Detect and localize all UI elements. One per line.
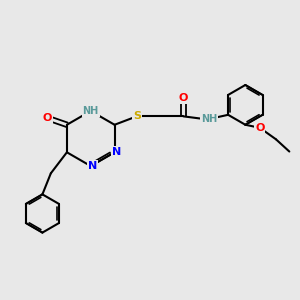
- Text: N: N: [112, 147, 121, 157]
- Text: N: N: [88, 161, 97, 171]
- Text: NH: NH: [201, 114, 217, 124]
- Text: O: O: [179, 93, 188, 103]
- Text: O: O: [42, 113, 52, 123]
- Text: S: S: [133, 111, 141, 121]
- Text: NH: NH: [82, 106, 99, 116]
- Text: O: O: [255, 123, 265, 133]
